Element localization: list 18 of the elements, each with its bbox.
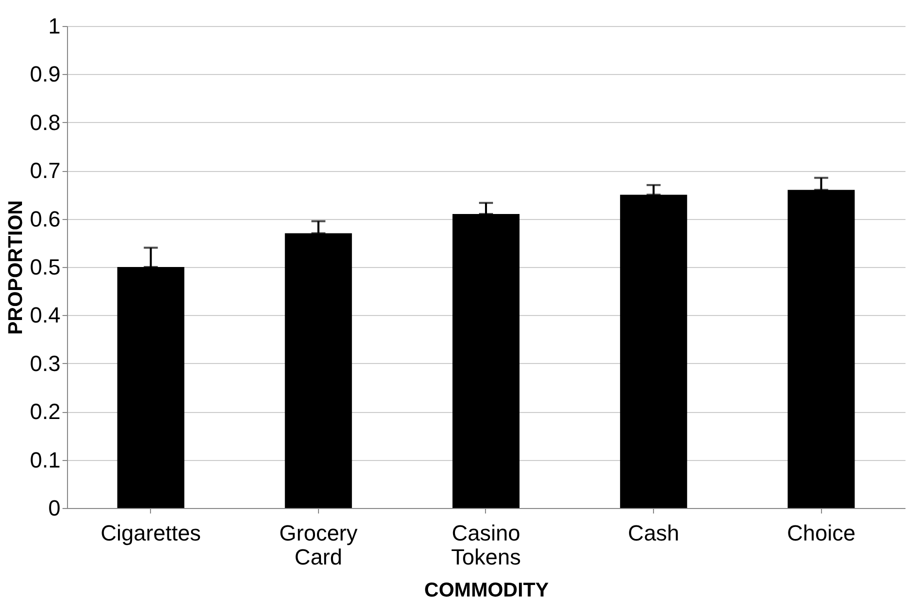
x-tick-label: Choice <box>786 520 856 546</box>
y-tick-label: 0.7 <box>30 158 60 184</box>
y-tick-label: 0 <box>48 496 60 520</box>
y-tick-label: 1 <box>48 14 60 38</box>
y-tick-label: 0.1 <box>30 447 60 472</box>
y-axis-title: PROPORTION <box>4 200 27 335</box>
y-tick-label: 0.4 <box>30 302 60 328</box>
y-tick-label: 0.8 <box>30 110 60 135</box>
x-tick-label: Cigarettes <box>100 520 201 546</box>
x-tick-label: Grocery Card <box>279 520 358 570</box>
x-axis-title: COMMODITY <box>424 580 550 602</box>
x-tick-label: Casino Tokens <box>451 520 521 570</box>
x-tick-label: Cash <box>628 520 680 546</box>
y-tick-label: 0.6 <box>30 206 60 232</box>
y-tick-label: 0.3 <box>30 350 60 376</box>
y-tick-label: 0.9 <box>30 62 60 87</box>
y-tick-label: 0.2 <box>30 399 60 424</box>
y-tick-label: 0.5 <box>30 254 60 280</box>
